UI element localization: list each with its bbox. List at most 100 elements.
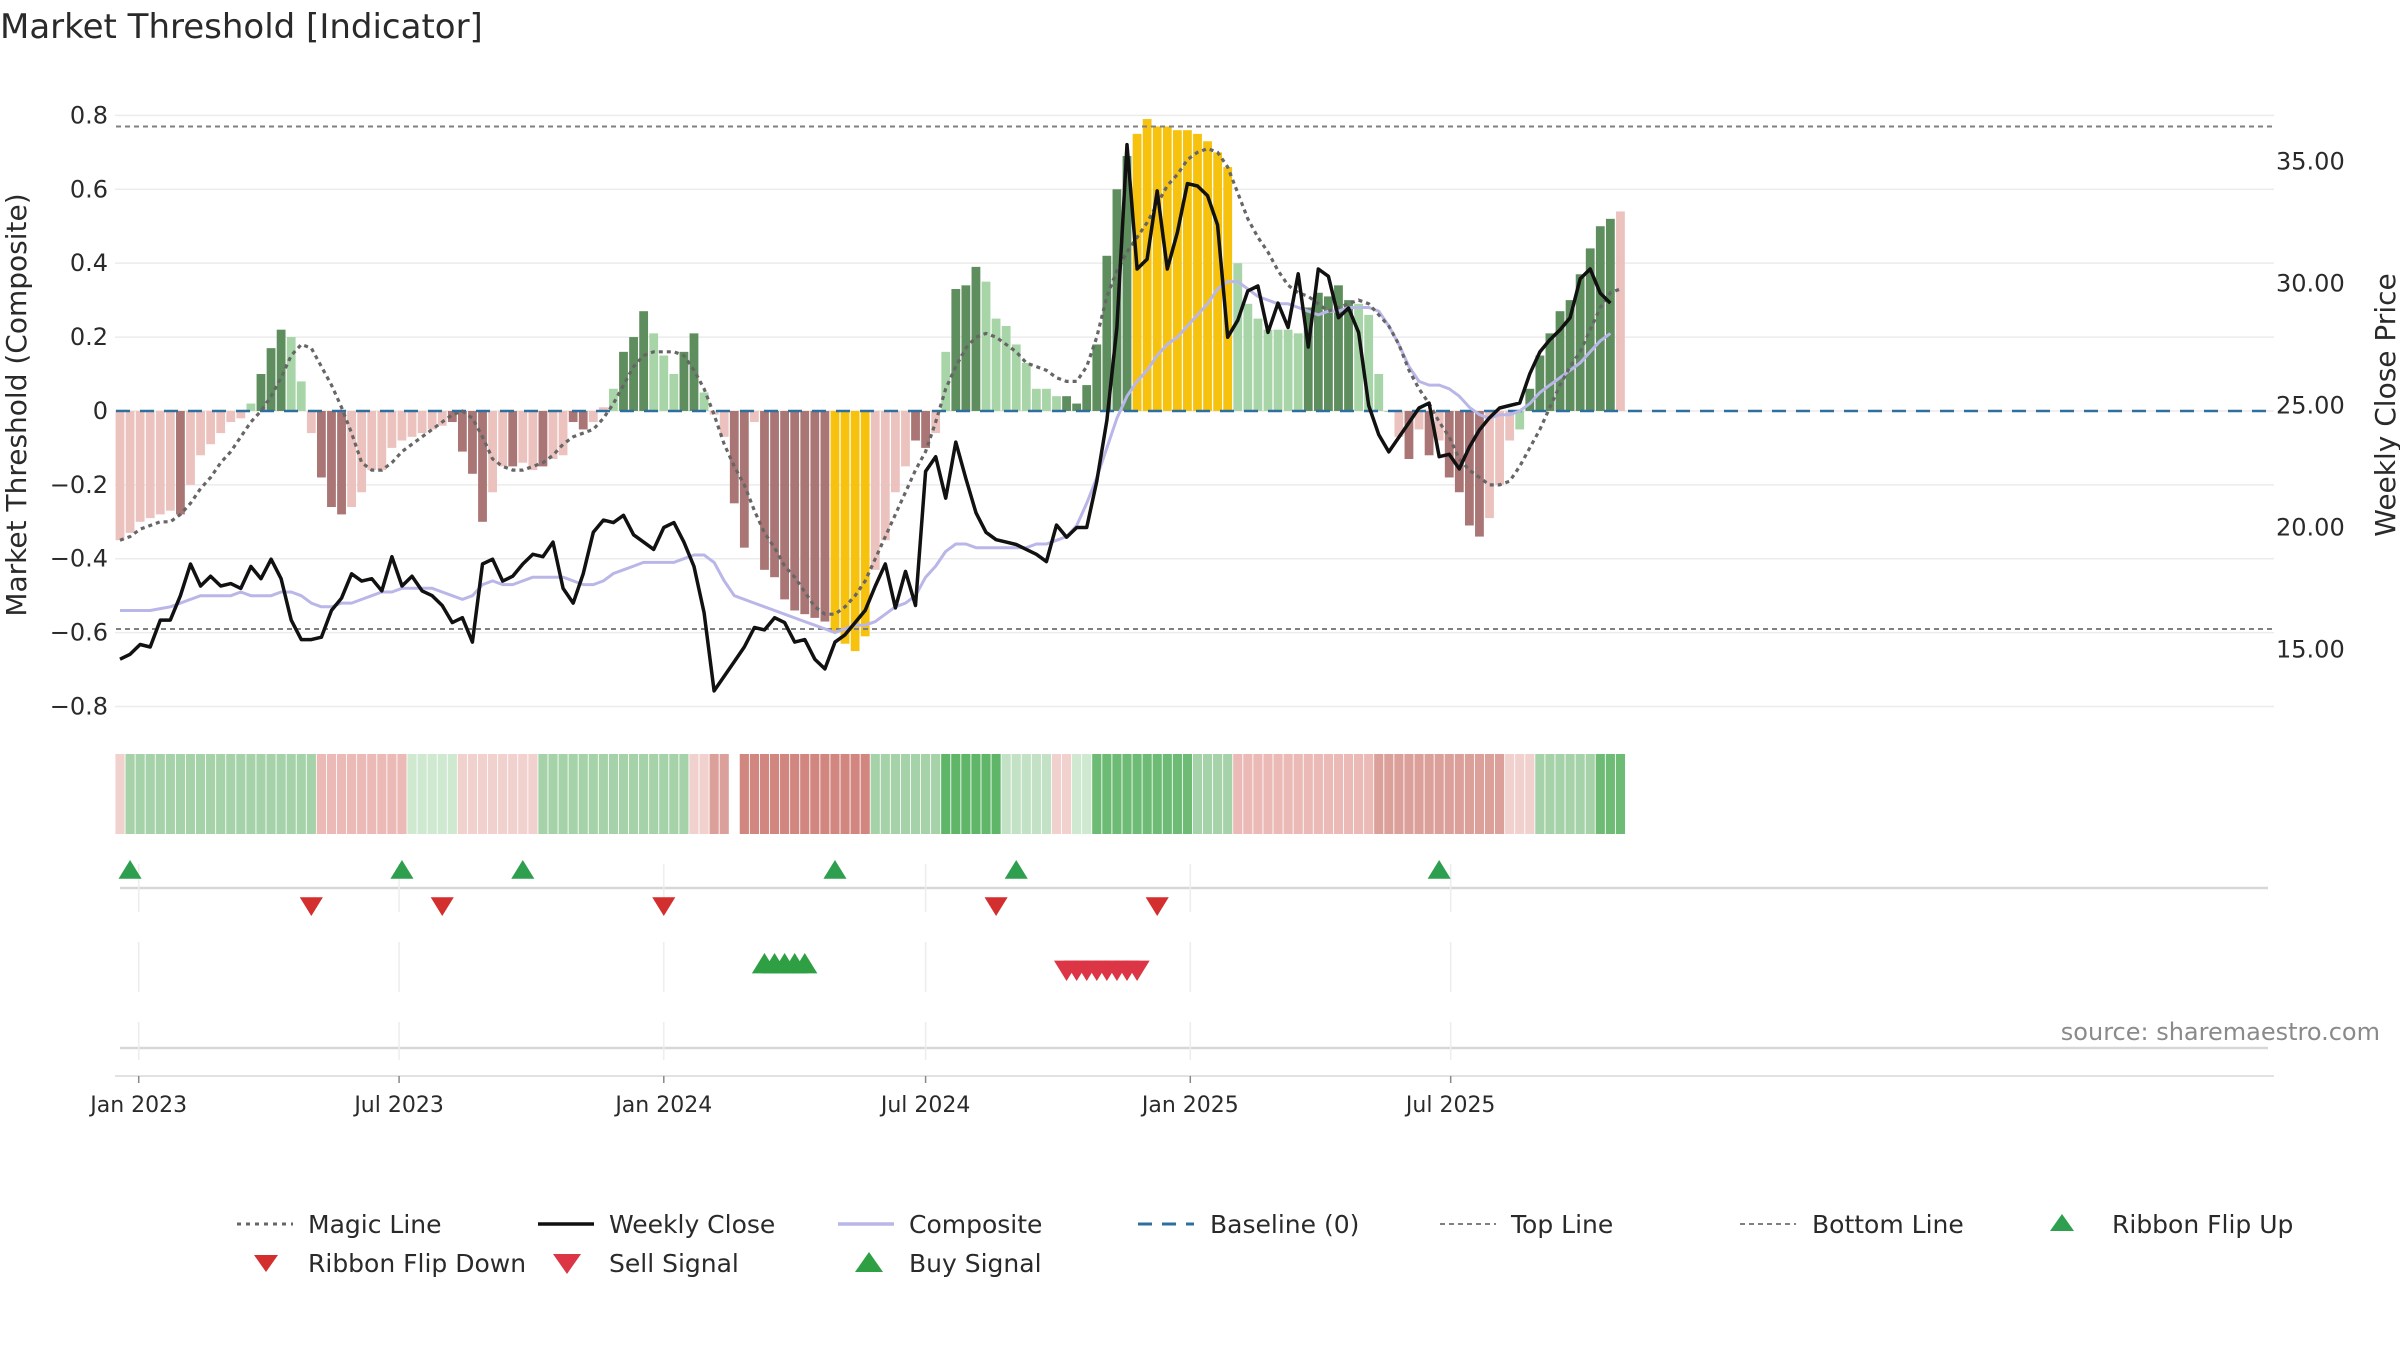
ribbon-segment [326, 754, 337, 834]
composite-bar [367, 410, 377, 471]
composite-bar [1152, 126, 1162, 411]
y-tick-label: −0.4 [50, 545, 108, 573]
legend-label-sell-signal: Sell Signal [609, 1249, 739, 1278]
ribbon-segment [1192, 754, 1203, 834]
legend-swatch-ribbon-flip-down [254, 1255, 278, 1272]
composite-bar [357, 410, 367, 493]
ribbon-segment [1595, 754, 1605, 834]
composite-bar [145, 410, 155, 519]
ribbon-segment [1444, 754, 1454, 834]
ribbon-segment [790, 754, 800, 834]
ribbon-segment [1122, 754, 1132, 834]
composite-bar [1253, 318, 1263, 411]
composite-bar [1394, 410, 1404, 437]
composite-bar [1605, 218, 1615, 411]
composite-bar [1344, 300, 1353, 411]
composite-bar [1172, 130, 1182, 411]
ribbon-segment [1434, 754, 1444, 834]
composite-bar [1555, 311, 1565, 411]
composite-bar [1505, 410, 1515, 441]
ribbon-segment [1343, 754, 1354, 834]
ribbon-segment [1001, 754, 1011, 834]
ribbon-segment [1484, 754, 1495, 834]
ribbon-segment [1021, 754, 1031, 834]
ribbon-segment [699, 754, 709, 834]
composite-bar [1102, 255, 1112, 411]
ribbon-segment [991, 754, 1001, 834]
composite-bar [488, 410, 497, 493]
composite-bar [649, 333, 659, 411]
ribbon-segment [1555, 754, 1565, 834]
composite-bar [1495, 410, 1504, 485]
ribbon-segment [447, 754, 457, 834]
chart-title: Market Threshold [Indicator] [0, 7, 483, 47]
ribbon-segment [1494, 754, 1505, 834]
ribbon-segment [1162, 754, 1172, 834]
legend-label-buy-signal: Buy Signal [909, 1249, 1042, 1278]
composite-bar [558, 410, 568, 456]
y-tick-label: −0.6 [50, 619, 108, 647]
ribbon-segment [1233, 754, 1243, 834]
ribbon-flip-down-marker [299, 897, 323, 916]
ribbon-segment [558, 754, 568, 834]
composite-bar [629, 337, 638, 411]
composite-bar [770, 410, 779, 578]
ribbon-segment [135, 754, 145, 834]
ribbon-segment [1323, 754, 1333, 834]
composite-bar [699, 392, 709, 411]
legend-label-ribbon-flip-down: Ribbon Flip Down [308, 1249, 526, 1278]
y-tick-label: 0.8 [70, 101, 108, 129]
legend-label-ribbon-flip-up: Ribbon Flip Up [2112, 1210, 2293, 1239]
ribbon-segment [306, 754, 316, 834]
composite-bar [377, 410, 387, 471]
sell-signal-marker [1124, 960, 1150, 981]
composite-bar [1364, 314, 1374, 411]
ribbon-flip-down-marker [1145, 897, 1169, 916]
composite-bar [1595, 226, 1605, 411]
composite-bar [1042, 388, 1051, 411]
ribbon-segment [880, 754, 890, 834]
ribbon-segment [115, 754, 125, 834]
composite-bar [750, 410, 759, 423]
composite-bar [1374, 374, 1384, 411]
ribbon-segment [931, 754, 941, 834]
composite-bar [619, 351, 628, 411]
ribbon-segment [226, 754, 236, 834]
ribbon-segment [628, 754, 639, 834]
composite-bar [1454, 410, 1464, 493]
legend-item-top-line: Top Line [1440, 1210, 1613, 1239]
composite-bar [659, 355, 669, 411]
composite-bar [1021, 362, 1031, 411]
composite-bar [1313, 292, 1323, 411]
ribbon-segment [457, 754, 467, 834]
ribbon-segment [669, 754, 679, 834]
ribbon-segment [890, 754, 900, 834]
composite-bar [568, 410, 578, 423]
legend-label-magic-line: Magic Line [308, 1210, 442, 1239]
ribbon-segment [336, 754, 347, 834]
ribbon-segment [1394, 754, 1404, 834]
composite-bar [216, 410, 226, 434]
composite-bar [1263, 329, 1273, 411]
composite-bar [155, 410, 165, 515]
legend: Magic Line Weekly Close Composite Baseli… [237, 1210, 2293, 1278]
ribbon-flip-down-marker [984, 897, 1008, 916]
composite-bar [266, 348, 276, 411]
composite-bar [206, 410, 216, 445]
ribbon-segment [649, 754, 659, 834]
composite-bar [800, 410, 810, 615]
ribbon-flip-up-marker [1427, 860, 1451, 879]
ribbon-segment [830, 754, 840, 834]
composite-bar [226, 410, 236, 423]
ribbon-segment [1565, 754, 1575, 834]
composite-bar [951, 289, 961, 411]
composite-bar [1203, 141, 1212, 411]
composite-bar [1243, 303, 1253, 411]
ribbon-segment [377, 754, 387, 834]
composite-bar [1414, 410, 1424, 430]
ribbon-segment [709, 754, 719, 834]
composite-bar [1132, 133, 1142, 411]
legend-item-baseline: Baseline (0) [1138, 1210, 1359, 1239]
composite-bar [911, 410, 920, 441]
composite-bar [840, 410, 850, 644]
